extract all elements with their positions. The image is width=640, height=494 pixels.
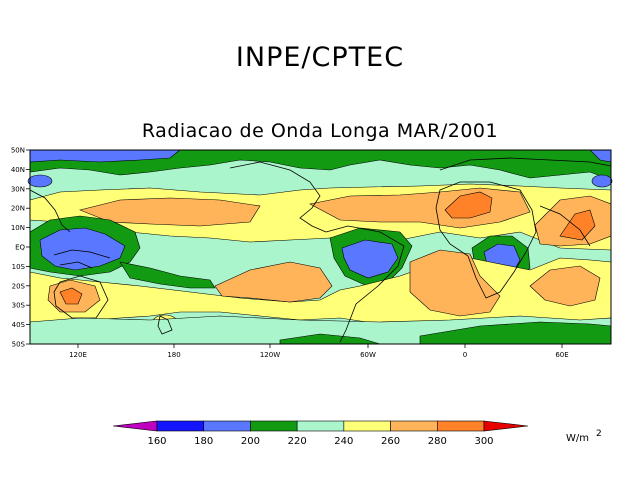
colorbar-label: 280 [428,436,447,447]
olr-band-180-200-amazon [341,239,399,279]
olr-band-280-300-arabia [559,209,596,241]
lat-label: 40N [11,166,25,174]
colorbar-label: 180 [194,436,213,447]
lon-label: 60W [360,351,376,359]
lat-label: 30S [12,302,26,310]
olr-band-180-200-maritime-continent [39,227,126,271]
agency-title: INPE/CPTEC [235,42,405,73]
longitude-axis: 120E 180 120W 60W 0 60E [69,344,569,359]
coastline-eurasia [439,157,612,171]
colorbar-label: 160 [147,436,166,447]
colorbar: 160 180 200 220 240 260 280 300 [112,420,529,447]
colorbar-segment [390,420,438,432]
colorbar-label: 240 [334,436,353,447]
olr-band-200-220-southern-pacific [279,333,381,345]
map-panel: 50N 40N 30N 20N 10N EQ 10S 20S 30S 40S 50S 120E 180… [11,147,613,359]
coastline-indonesia [53,249,111,269]
lon-label: 120E [69,351,87,359]
unit-exponent: 2 [596,429,602,439]
lon-label: 180 [167,351,180,359]
olr-band-280-300-australia [59,287,83,305]
olr-band-200-220-south-pacific [119,261,216,289]
lon-label: 0 [463,351,467,359]
coastline-north-america [229,161,327,233]
lon-label: 60E [555,351,568,359]
olr-band-180-200-east-asia [591,174,613,188]
unit-base: W/m [566,433,589,444]
colorbar-segment [343,420,391,432]
olr-band-260-280-indian-ocean [529,265,601,307]
coastline-south-america [325,225,405,343]
lat-label: 10S [12,263,26,271]
colorbar-label: 260 [381,436,400,447]
olr-band-180-200-japan [27,174,53,188]
lat-label: 10N [11,224,25,232]
olr-band-280-300-sahara [444,191,493,219]
colorbar-segment-below-160 [112,420,158,432]
lon-label: 120W [260,351,280,359]
coastline-arabia-india [539,205,591,247]
colorbar-segment [436,420,485,432]
coastline-new-zealand [157,315,173,335]
lat-label: 50S [12,341,26,349]
lat-label: EQ [15,244,25,252]
colorbar-label: 220 [288,436,307,447]
olr-band-180-200-north-west [29,149,181,163]
colorbar-segment-above-300 [483,420,529,432]
olr-band-260-280-south-pacific [214,261,333,303]
coastline-australia [53,275,109,319]
colorbar-segment [203,420,251,432]
lat-label: 20S [12,282,26,290]
colorbar-unit: W/m [566,433,589,444]
colorbar-segment [156,420,205,432]
olr-band-200-220-north [29,149,612,181]
lat-label: 50N [11,147,25,155]
coastline-east-asia [29,189,71,233]
olr-band-260-280-south-atlantic [409,249,501,317]
lat-label: 20N [11,205,25,213]
olr-band-260-280-north-pacific [79,197,261,227]
lat-label: 30N [11,185,25,193]
lat-label: 40S [12,321,26,329]
colorbar-segment [250,420,298,432]
map-title: Radiacao de Onda Longa MAR/2001 [141,120,499,142]
colorbar-segment [296,420,345,432]
coastline-africa [435,181,537,299]
latitude-axis: 50N 40N 30N 20N 10N EQ 10S 20S 30S 40S 50S [11,147,30,349]
coastlines [29,157,612,343]
colorbar-label: 300 [474,436,493,447]
colorbar-label: 200 [241,436,260,447]
